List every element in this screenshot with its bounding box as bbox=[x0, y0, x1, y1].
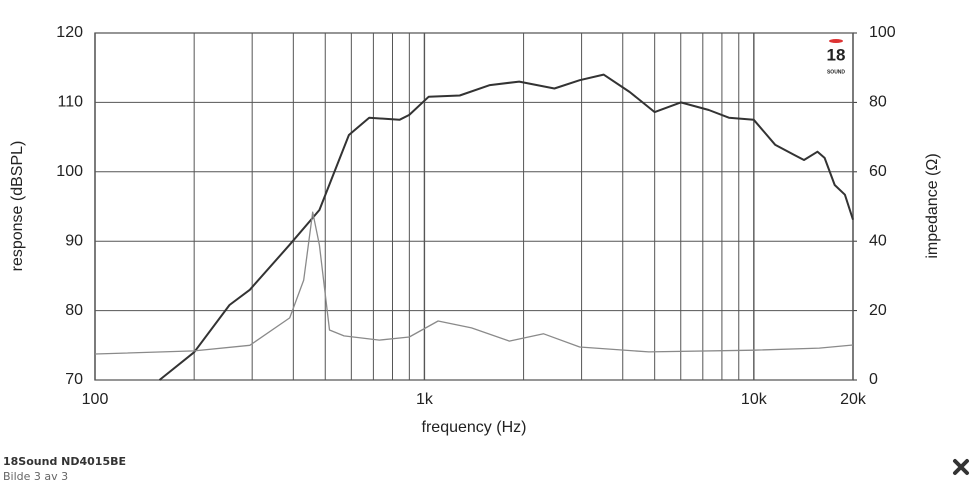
y2-tick-label: 100 bbox=[869, 24, 896, 41]
y2-tick-label: 60 bbox=[869, 163, 887, 180]
impedance-line bbox=[94, 211, 854, 355]
y2-tick-label: 20 bbox=[869, 302, 887, 319]
y2-tick-label: 80 bbox=[869, 94, 887, 111]
response-line bbox=[158, 73, 854, 381]
y2-axis-title: impedance (Ω) bbox=[924, 153, 941, 258]
close-button[interactable] bbox=[952, 458, 970, 476]
x-axis-title: frequency (Hz) bbox=[422, 419, 527, 436]
y-tick-label: 90 bbox=[65, 232, 83, 249]
y-tick-label: 80 bbox=[65, 302, 83, 319]
y-tick-label: 100 bbox=[56, 163, 83, 180]
x-tick-label: 10k bbox=[741, 391, 768, 408]
y-tick-label: 110 bbox=[57, 94, 83, 111]
plot-frame bbox=[94, 32, 854, 381]
logo-mark bbox=[829, 39, 843, 43]
y-tick-label: 70 bbox=[65, 371, 83, 388]
caption-title: 18Sound ND4015BE bbox=[3, 455, 127, 468]
logo: 18 bbox=[827, 45, 846, 64]
y-tick-label: 120 bbox=[56, 24, 83, 41]
x-tick-label: 100 bbox=[82, 391, 109, 408]
y2-tick-label: 0 bbox=[869, 371, 878, 388]
chart: frequency (Hz) response (dBSPL) impedanc… bbox=[9, 24, 941, 436]
y-axis-title: response (dBSPL) bbox=[9, 141, 26, 272]
y2-tick-label: 40 bbox=[869, 232, 887, 249]
caption-subtitle: Bilde 3 av 3 bbox=[3, 470, 69, 483]
x-tick-label: 1k bbox=[416, 391, 434, 408]
logo-sub: SOUND bbox=[827, 69, 845, 75]
x-tick-label: 20k bbox=[840, 391, 867, 408]
